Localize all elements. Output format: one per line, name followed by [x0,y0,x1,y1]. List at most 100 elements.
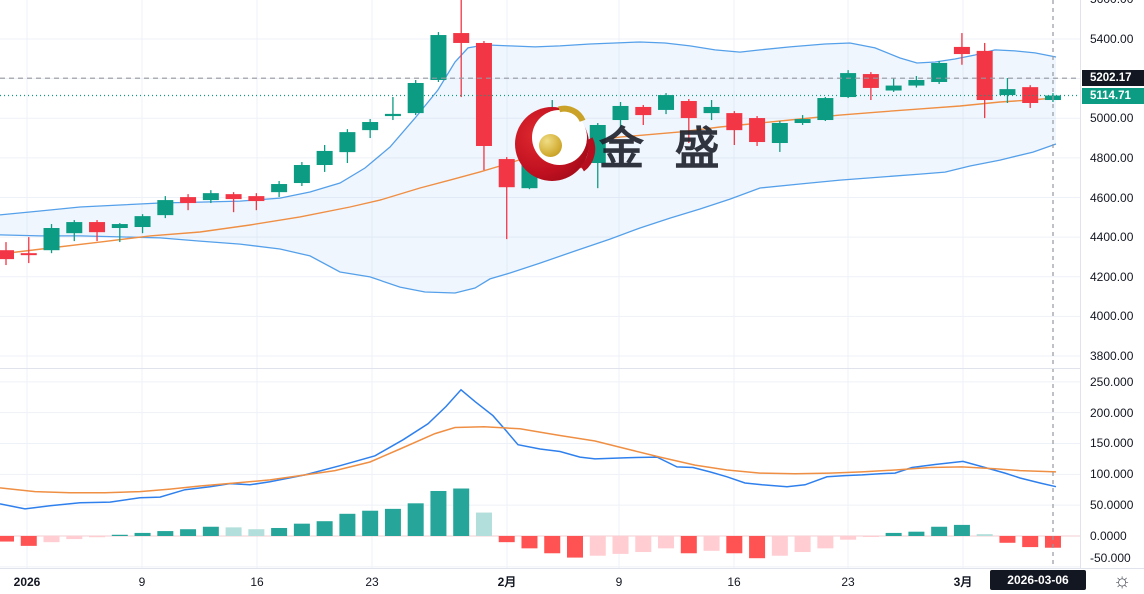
candle-body [293,165,310,184]
candle-body [0,250,14,260]
macd-histogram-bar [362,510,379,536]
watermark-text: 金 盛 [599,122,729,174]
candle-body [726,113,743,131]
logo-gold-ball [539,134,562,157]
indicator-scale-label: -50.000 [1090,551,1131,565]
indicator-scale-label: 100.000 [1090,467,1134,482]
candle-body [862,74,879,88]
macd-histogram-bar [430,490,447,536]
candle-body [407,82,424,114]
price-scale-label: 3800.00 [1090,349,1134,363]
time-scale-label: 23 [365,575,379,589]
macd-histogram-bar [771,536,788,556]
macd-histogram-bar [134,532,151,536]
candle-body [908,80,925,86]
time-scale-label: 9 [138,575,146,589]
macd-histogram-bar [180,529,197,536]
candle-body [43,228,60,251]
macd-histogram-bar [544,536,561,554]
price-scale-label: 5600.00 [1090,0,1133,7]
macd-histogram-bar [749,536,766,559]
macd-histogram-bar [953,524,970,536]
macd-histogram-bar [612,536,629,554]
candle-body [953,46,970,55]
macd-histogram-bar [521,536,538,549]
candle-body [771,123,788,144]
candle-body [817,98,834,121]
macd-histogram-bar [908,531,925,536]
macd-histogram-bar [931,526,948,536]
candle-body [339,132,356,153]
macd-histogram-bar [407,503,424,536]
macd-signal-line [0,426,1057,494]
candle-body [658,95,675,110]
candle-body [384,113,401,117]
time-scale-label: 16 [250,575,264,589]
candle-body [976,50,993,101]
macd-histogram-bar [0,536,14,542]
candle-body [999,89,1016,96]
macd-histogram-bar [453,488,470,536]
candle-body [225,194,242,200]
macd-histogram-bar [999,536,1016,543]
macd-histogram-bar [339,513,356,536]
time-scale-label: 3月 [953,575,973,589]
candle-body [635,106,652,116]
panel-divider[interactable] [0,368,1144,369]
macd-histogram-bar [680,536,697,554]
price-scale-label: 4600.00 [1090,190,1134,205]
time-scale-label: 2月 [497,575,517,589]
price-scale[interactable]: 5202.17 5114.71 5600.00 5400.00 5000.00 480… [1080,0,1144,568]
time-scale[interactable]: 2026-03-06 ☼ 2026 9 16 23 2月 9 16 23 3月 [0,568,1144,594]
macd-histogram-bar [1044,536,1061,548]
crosshair-date-badge: 2026-03-06 [990,570,1086,590]
macd-histogram-bar [43,536,60,543]
last-price-badge: 5114.71 [1082,88,1144,105]
macd-histogram-bar [475,512,492,536]
macd-histogram-bar [1022,536,1039,548]
candle-body [931,62,948,82]
indicator-scale-label: 200.000 [1090,405,1134,420]
brand-logo-icon [515,98,601,181]
time-scale-label: 23 [841,575,855,589]
macd-histogram-bar [248,529,265,536]
candle-body [271,184,288,193]
macd-histogram-bar [202,526,219,536]
macd-histogram-bar [66,536,83,540]
settings-sun-icon[interactable]: ☼ [1112,570,1132,592]
price-scale-label: 4200.00 [1090,269,1134,284]
candle-body [134,216,151,228]
macd-histogram-bar [384,508,401,536]
candle-body [111,224,128,229]
macd-histogram-bar [976,534,993,536]
time-scale-label: 2026 [13,575,41,589]
candle-body [475,42,492,146]
candle-body [885,85,902,91]
watermark: 金 盛 [515,98,729,181]
macd-histogram-bar [658,536,675,549]
price-scale-label: 4800.00 [1090,150,1134,165]
candle-body [749,118,766,143]
indicator-scale-label: 150.000 [1090,436,1134,451]
time-scale-label: 16 [727,575,741,589]
macd-histogram-bar [111,534,128,536]
macd-histogram-bar [794,536,811,553]
macd-histogram-bar [817,536,834,549]
macd-histogram-bar [862,536,879,537]
macd-line [0,388,1057,510]
candle-body [453,33,470,43]
macd-histogram-bar [589,536,606,556]
macd-histogram-bar [498,536,515,543]
candle-body [589,124,606,164]
macd-histogram-bar [225,527,242,536]
candle-body [840,73,857,98]
macd-histogram-bar [89,536,106,538]
macd-histogram-bar [840,536,857,540]
candle-body [794,119,811,124]
macd-histogram-bar [316,521,333,536]
time-scale-label: 9 [615,575,623,589]
candle-body [66,222,83,234]
macd-histogram-bar [20,536,37,546]
macd-histogram-bar [157,531,174,536]
